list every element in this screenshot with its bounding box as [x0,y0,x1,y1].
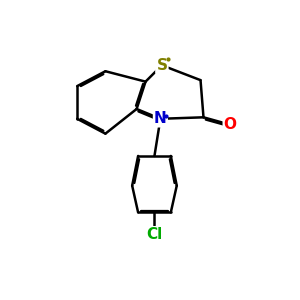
Text: N: N [154,111,167,126]
Text: S: S [156,58,167,73]
Text: Cl: Cl [146,227,163,242]
Text: O: O [224,117,237,132]
